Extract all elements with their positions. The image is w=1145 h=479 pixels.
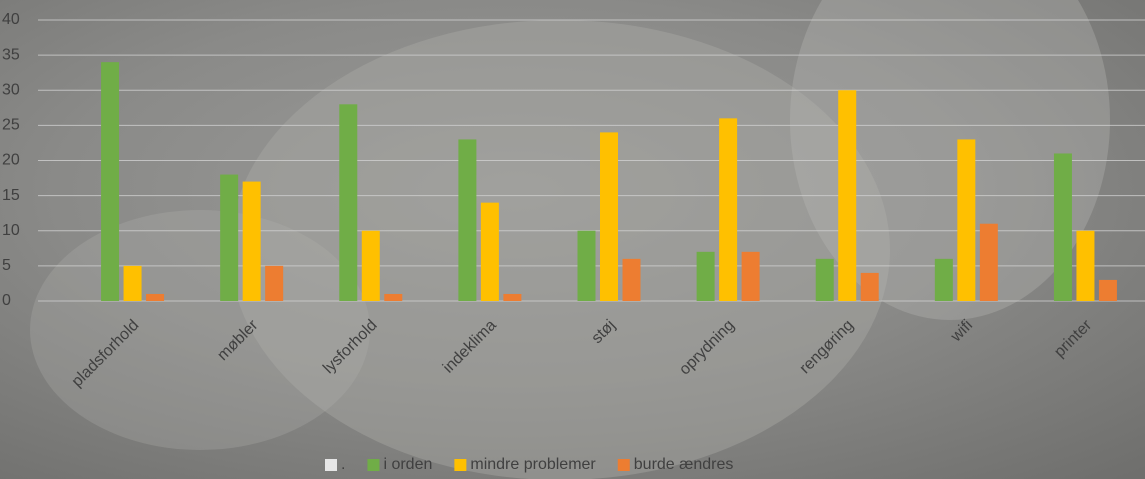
bar bbox=[265, 265, 284, 301]
bar bbox=[480, 202, 499, 301]
y-tick-label: 5 bbox=[2, 257, 11, 274]
photo-shape bbox=[790, 0, 1110, 320]
bar bbox=[384, 293, 403, 301]
bar bbox=[123, 265, 142, 301]
y-tick-label: 15 bbox=[2, 187, 20, 204]
bar bbox=[503, 293, 522, 301]
legend-label: i orden bbox=[383, 456, 432, 473]
bar bbox=[696, 251, 715, 301]
bar bbox=[815, 258, 834, 301]
bar bbox=[979, 223, 998, 301]
legend-label: mindre problemer bbox=[470, 456, 596, 473]
bar bbox=[600, 132, 618, 301]
legend-swatch bbox=[454, 459, 467, 471]
bar bbox=[458, 139, 477, 301]
bar bbox=[361, 230, 380, 301]
bar bbox=[1053, 153, 1072, 301]
y-tick-label: 20 bbox=[2, 152, 20, 169]
bar bbox=[220, 174, 239, 301]
bar bbox=[838, 90, 857, 301]
bar bbox=[622, 258, 641, 301]
legend-swatch bbox=[617, 459, 630, 471]
bar bbox=[339, 104, 358, 301]
y-tick-label: 0 bbox=[2, 292, 11, 309]
bar bbox=[741, 251, 760, 301]
y-tick-label: 10 bbox=[2, 222, 20, 239]
bar bbox=[1098, 279, 1117, 301]
bar bbox=[719, 118, 738, 301]
photo-shape bbox=[230, 20, 890, 479]
legend-swatch bbox=[325, 459, 337, 471]
bar bbox=[860, 272, 879, 301]
y-tick-label: 30 bbox=[2, 81, 20, 98]
bar bbox=[934, 258, 953, 301]
legend-label: . bbox=[341, 456, 345, 473]
y-tick-label: 35 bbox=[2, 46, 20, 63]
y-tick-label: 25 bbox=[2, 117, 20, 134]
bar bbox=[577, 230, 596, 301]
legend-swatch bbox=[367, 459, 380, 471]
legend-label: burde ændres bbox=[634, 456, 734, 473]
y-tick-label: 40 bbox=[2, 11, 20, 28]
bar bbox=[101, 62, 120, 302]
bar bbox=[1076, 230, 1095, 301]
bar bbox=[957, 139, 976, 301]
photo-shape bbox=[30, 210, 370, 450]
bar bbox=[146, 293, 165, 301]
bar bbox=[242, 181, 261, 301]
